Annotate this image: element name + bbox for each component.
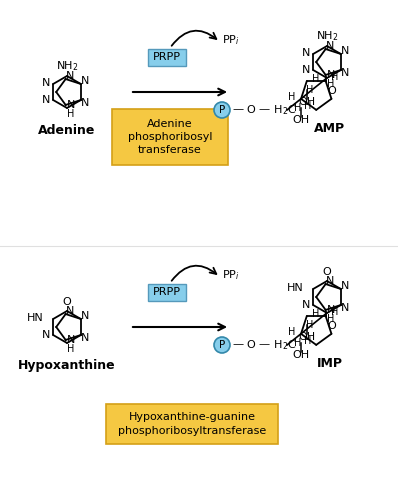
Text: H: H — [327, 79, 334, 89]
Text: N: N — [302, 48, 310, 58]
Text: N: N — [326, 70, 335, 80]
Text: N: N — [326, 276, 334, 286]
Text: H: H — [327, 314, 334, 324]
FancyBboxPatch shape — [112, 109, 228, 165]
Text: HN: HN — [287, 283, 303, 293]
Text: P: P — [219, 340, 225, 350]
Circle shape — [214, 102, 230, 118]
Text: N: N — [302, 300, 310, 310]
Text: HN: HN — [26, 313, 43, 323]
Text: P: P — [219, 105, 225, 115]
FancyBboxPatch shape — [148, 49, 186, 65]
Text: OH: OH — [293, 350, 310, 360]
Text: H: H — [67, 344, 74, 354]
Text: H: H — [304, 101, 311, 111]
Text: N: N — [42, 78, 50, 88]
Text: N: N — [66, 100, 75, 110]
Text: OH: OH — [298, 97, 315, 107]
Text: Adenine
phosphoribosyl
transferase: Adenine phosphoribosyl transferase — [128, 119, 212, 155]
Text: OH: OH — [293, 115, 310, 125]
Text: PRPP: PRPP — [153, 287, 181, 297]
Text: N: N — [81, 311, 89, 321]
Text: NH$_2$: NH$_2$ — [56, 59, 78, 73]
Text: O: O — [327, 321, 336, 331]
Text: Hypoxanthine-guanine
phosphoribosyltransferase: Hypoxanthine-guanine phosphoribosyltrans… — [118, 412, 266, 435]
Text: O: O — [323, 267, 332, 277]
Text: H: H — [306, 85, 314, 95]
Text: IMP: IMP — [317, 357, 343, 370]
Text: Adenine: Adenine — [38, 123, 96, 136]
Circle shape — [214, 337, 230, 353]
Text: N: N — [65, 306, 74, 316]
Text: H: H — [312, 74, 320, 84]
Text: PP$_i$: PP$_i$ — [222, 268, 240, 282]
Text: H: H — [288, 327, 296, 337]
Text: N: N — [341, 303, 349, 313]
Text: N: N — [326, 41, 334, 51]
Text: O: O — [327, 86, 336, 96]
Text: AMP: AMP — [314, 123, 345, 135]
Text: H: H — [331, 72, 338, 82]
Text: N: N — [341, 68, 349, 78]
Text: N: N — [65, 71, 74, 81]
Text: PP$_i$: PP$_i$ — [222, 33, 240, 47]
Text: NH$_2$: NH$_2$ — [316, 29, 338, 43]
Text: O: O — [62, 297, 71, 307]
FancyArrowPatch shape — [172, 266, 216, 281]
Text: — O — H$_2$C: — O — H$_2$C — [232, 338, 297, 352]
Text: N: N — [42, 95, 50, 105]
Text: H: H — [295, 338, 302, 348]
Text: N: N — [81, 333, 89, 343]
Text: N: N — [341, 281, 349, 291]
Text: OH: OH — [298, 332, 315, 342]
Text: N: N — [326, 305, 335, 315]
Text: N: N — [341, 46, 349, 56]
Text: PRPP: PRPP — [153, 52, 181, 62]
Text: N: N — [66, 335, 75, 345]
Text: — O — H$_2$C: — O — H$_2$C — [232, 103, 297, 117]
FancyBboxPatch shape — [106, 404, 278, 444]
FancyArrowPatch shape — [172, 31, 216, 46]
Text: Hypoxanthine: Hypoxanthine — [18, 359, 116, 371]
Text: N: N — [302, 65, 310, 75]
Text: H: H — [331, 307, 338, 317]
Text: H: H — [306, 320, 314, 330]
Text: H: H — [312, 309, 320, 319]
Text: N: N — [81, 98, 89, 108]
Text: N: N — [81, 76, 89, 86]
Text: N: N — [42, 330, 50, 340]
Text: H: H — [304, 336, 311, 346]
Text: H: H — [67, 109, 74, 119]
FancyBboxPatch shape — [148, 283, 186, 301]
Text: H: H — [295, 103, 302, 113]
Text: H: H — [288, 92, 296, 102]
